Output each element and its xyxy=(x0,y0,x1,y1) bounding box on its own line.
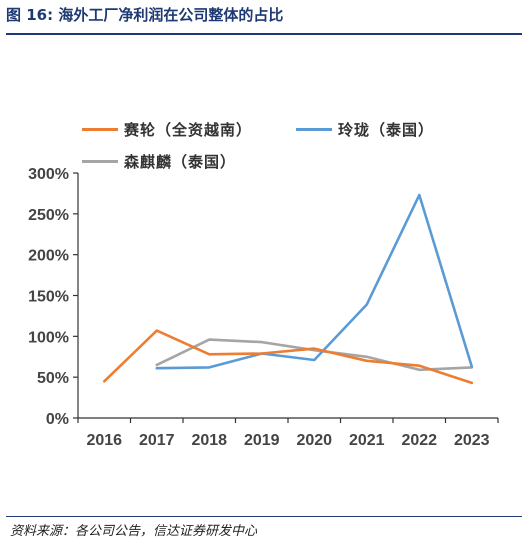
x-tick-label: 2022 xyxy=(401,432,437,449)
y-tick-label: 50% xyxy=(37,370,69,387)
y-tick-label: 100% xyxy=(28,329,69,346)
legend-item-sailun: 赛轮（全资越南） xyxy=(82,119,252,140)
x-tick-label: 2020 xyxy=(296,432,332,449)
legend-swatch-linglong xyxy=(296,128,332,131)
x-tick-label: 2018 xyxy=(191,432,227,449)
legend-label-sailun: 赛轮（全资越南） xyxy=(124,121,253,139)
title-divider xyxy=(6,33,522,35)
series-line-1 xyxy=(155,193,474,370)
x-tick-label: 2017 xyxy=(139,432,175,449)
y-tick-label: 300% xyxy=(28,166,69,183)
legend: 赛轮（全资越南） 玲珑（泰国） 森麒麟（泰国） xyxy=(0,0,528,200)
legend-label-linglong: 玲珑（泰国） xyxy=(338,121,435,139)
x-tick-label: 2023 xyxy=(454,432,490,449)
y-tick-label: 250% xyxy=(28,207,69,224)
y-tick-label: 200% xyxy=(28,248,69,265)
figure-title: 图 16: 海外工厂净利润在公司整体的占比 xyxy=(6,6,284,24)
x-tick-label: 2016 xyxy=(86,432,122,449)
chart-series xyxy=(103,193,474,385)
y-tick-label: 150% xyxy=(28,289,69,306)
legend-swatch-senqilin xyxy=(82,160,118,163)
source-divider xyxy=(6,516,522,517)
source-note: 资料来源：各公司公告，信达证券研发中心 xyxy=(10,524,258,539)
y-tick-label: 0% xyxy=(46,411,69,428)
chart-axes: 0% 50% 100% 150% 200% 250% 300% 2016 2017 2018 201… xyxy=(28,166,499,449)
series-line-0 xyxy=(103,329,474,385)
legend-label-senqilin: 森麒麟（泰国） xyxy=(124,153,237,171)
legend-swatch-sailun xyxy=(82,128,118,131)
legend-item-senqilin: 森麒麟（泰国） xyxy=(82,151,236,172)
x-tick-label: 2019 xyxy=(244,432,280,449)
legend-item-linglong: 玲珑（泰国） xyxy=(296,119,434,140)
x-tick-label: 2021 xyxy=(349,432,385,449)
series-line-2 xyxy=(155,338,474,372)
